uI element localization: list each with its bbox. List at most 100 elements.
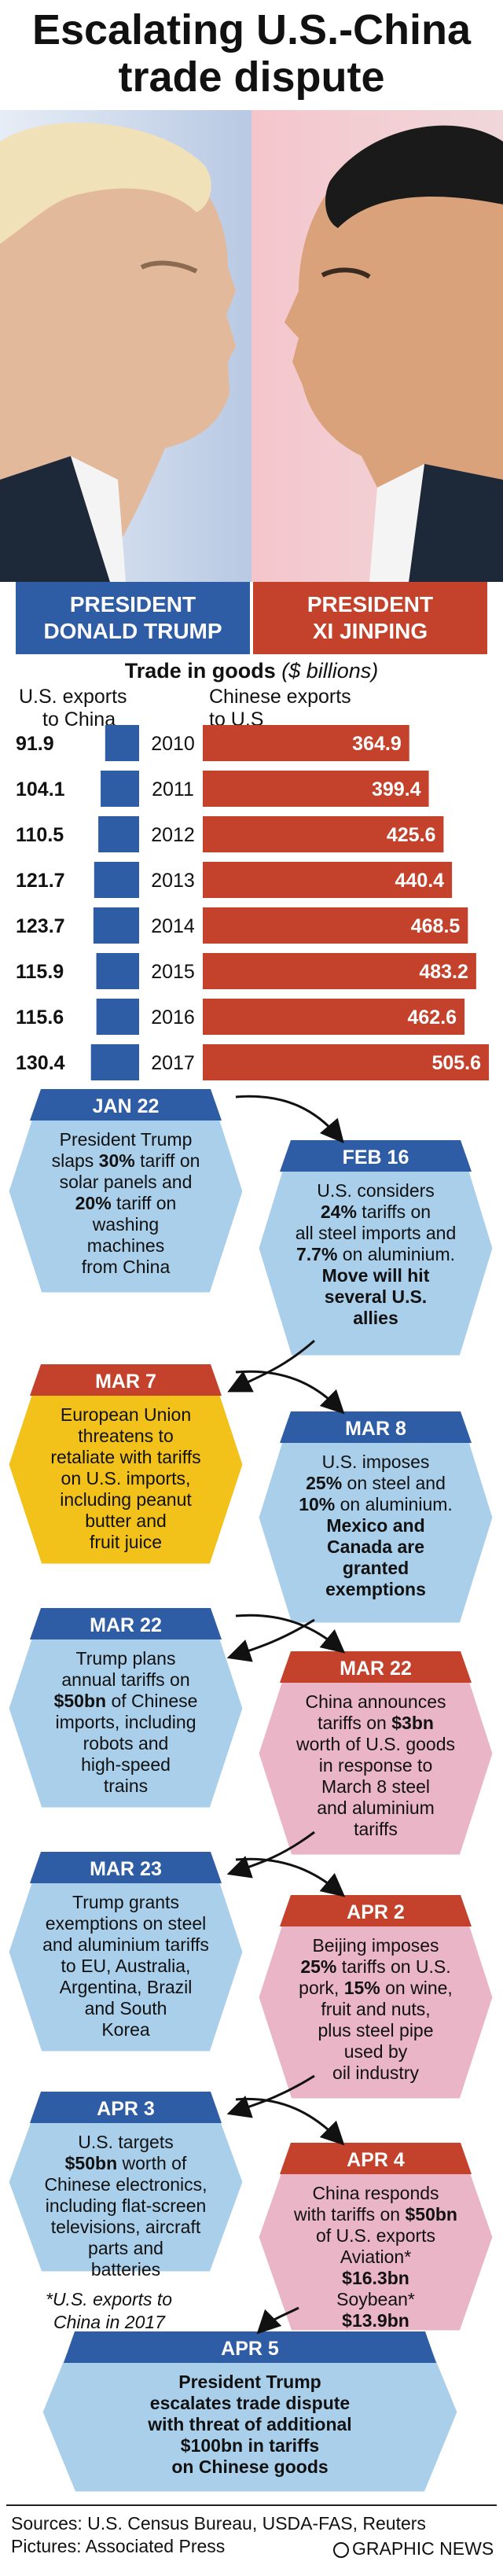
event-text-line: U.S. considers <box>317 1180 435 1201</box>
us-exports-header-line1: U.S. exports <box>19 686 127 708</box>
china-export-bar <box>203 953 476 989</box>
china-export-bar <box>203 862 453 898</box>
event-text-line: several U.S. <box>325 1286 427 1307</box>
event-text-line: Trump plans <box>76 1648 176 1669</box>
event-text-line: used by <box>344 2041 408 2062</box>
us-export-value-label: 91.9 <box>16 733 54 755</box>
publisher-credit: GRAPHIC NEWS <box>333 2538 494 2559</box>
trump-title: PRESIDENT <box>69 592 196 616</box>
year-label: 2015 <box>151 961 195 983</box>
event-text-line: U.S. imposes <box>322 1452 430 1472</box>
page-title: Escalating U.S.-China trade dispute <box>0 6 503 101</box>
chart-title-unit: ($ billions) <box>281 659 379 683</box>
event-text-line: 20% tariff on <box>75 1193 177 1213</box>
sources: Sources: U.S. Census Bureau, USDA-FAS, R… <box>11 2512 426 2558</box>
event-date: APR 2 <box>347 1901 405 1923</box>
china-export-bar <box>203 771 429 807</box>
event-date: JAN 22 <box>93 1095 160 1117</box>
event-text-line: $13.9bn <box>342 2310 409 2331</box>
china-export-value-label: 462.6 <box>408 1006 457 1029</box>
event-text-line: President Trump <box>60 1129 193 1150</box>
event-text-line: in response to <box>319 1755 432 1776</box>
us-export-value-label: 123.7 <box>16 915 65 937</box>
event-text-line: 25% on steel and <box>306 1473 446 1493</box>
china-export-value-label: 468.5 <box>411 915 461 937</box>
event-text-line: allies <box>353 1308 398 1328</box>
footnote-line2: China in 2017 <box>53 2312 165 2332</box>
event-text-line: and aluminium <box>317 1798 435 1818</box>
event-text-line: slaps 30% tariff on <box>52 1150 200 1171</box>
us-exports-header: U.S. exports to China <box>19 686 127 731</box>
event-text-line: President Trump <box>178 2372 321 2392</box>
xi-nameplate: PRESIDENT XI JINPING <box>253 582 487 654</box>
graphic-news-logo-icon <box>333 2541 349 2558</box>
event-text-line: on Chinese goods <box>171 2456 328 2477</box>
event-text-line: exemptions <box>325 1579 426 1599</box>
us-export-bar <box>98 816 139 852</box>
event-date: APR 5 <box>221 2338 279 2360</box>
us-export-bar <box>94 862 139 898</box>
event-text-line: with threat of additional <box>147 2414 351 2434</box>
event-text-line: butter and <box>85 1511 167 1531</box>
event-text-line: parts and <box>88 2238 163 2258</box>
event-date-band <box>30 1852 222 1883</box>
china-export-bar <box>203 999 465 1035</box>
event-text-line: escalates trade dispute <box>150 2393 350 2413</box>
event-text-line: exemptions on steel <box>46 1913 207 1934</box>
event-text-line: March 8 steel <box>321 1776 430 1797</box>
pictures-credit: Pictures: Associated Press <box>11 2536 226 2556</box>
xi-title: PRESIDENT <box>307 592 434 616</box>
china-export-value-label: 483.2 <box>419 961 468 983</box>
event-text-line: 24% tariffs on <box>321 1202 431 1222</box>
us-export-value-label: 130.4 <box>16 1052 65 1074</box>
event-text-line: 25% tariffs on U.S. <box>300 1956 450 1977</box>
event-text-line: plus steel pipe <box>318 2020 433 2041</box>
footnote-line1: *U.S. exports to <box>46 2289 173 2309</box>
year-label: 2016 <box>151 1006 195 1029</box>
trump-name: DONALD TRUMP <box>43 619 222 643</box>
event-text-line: $100bn in tariffs <box>181 2435 319 2456</box>
trump-portrait <box>0 123 236 582</box>
event-text-line: from China <box>82 1257 171 1277</box>
event-date-band <box>280 1140 472 1172</box>
event-text-line: pork, 15% on wine, <box>299 1978 453 1998</box>
china-exports-header-line1: Chinese exports <box>209 686 351 708</box>
publisher-name: GRAPHIC NEWS <box>352 2538 494 2559</box>
flow-arrow <box>235 1614 346 1654</box>
event-text-line: tariffs on $3bn <box>318 1713 434 1733</box>
us-export-value-label: 115.6 <box>16 1006 64 1029</box>
us-export-value-label: 121.7 <box>16 870 65 892</box>
event-date-band <box>280 1411 472 1443</box>
event-text-line: $50bn of Chinese <box>54 1691 198 1711</box>
title-line-1: Escalating U.S.-China <box>31 6 472 53</box>
event-date: APR 4 <box>347 2149 405 2171</box>
china-export-value-label: 364.9 <box>352 733 402 755</box>
chart-title: Trade in goods ($ billions) <box>0 659 503 683</box>
event-text-line: 10% on aluminium. <box>299 1494 453 1514</box>
sources-line: Sources: U.S. Census Bureau, USDA-FAS, R… <box>11 2513 426 2534</box>
event-text-line: annual tariffs on <box>61 1669 189 1690</box>
title-line-2: trade dispute <box>118 53 385 101</box>
year-label: 2017 <box>151 1052 195 1074</box>
event-text-line: machines <box>87 1235 164 1256</box>
event-text-line: European Union <box>61 1404 191 1425</box>
event-text-line: U.S. targets <box>78 2132 173 2152</box>
xi-name: XI JINPING <box>312 619 428 643</box>
flow-arrow <box>235 2097 345 2146</box>
event-text-line: Chinese electronics, <box>44 2174 207 2195</box>
flow-arrow <box>235 1095 344 1144</box>
event-text-line: oil industry <box>332 2063 419 2083</box>
event-text-line: $16.3bn <box>342 2268 409 2288</box>
event-text-line: Move will hit <box>322 1265 430 1286</box>
us-export-bar <box>105 725 139 761</box>
china-export-bar <box>203 816 444 852</box>
event-text-line: to EU, Australia, <box>61 1956 191 1976</box>
event-text-line: 7.7% on aluminium. <box>296 1244 455 1264</box>
flow-arrow <box>235 1857 346 1897</box>
